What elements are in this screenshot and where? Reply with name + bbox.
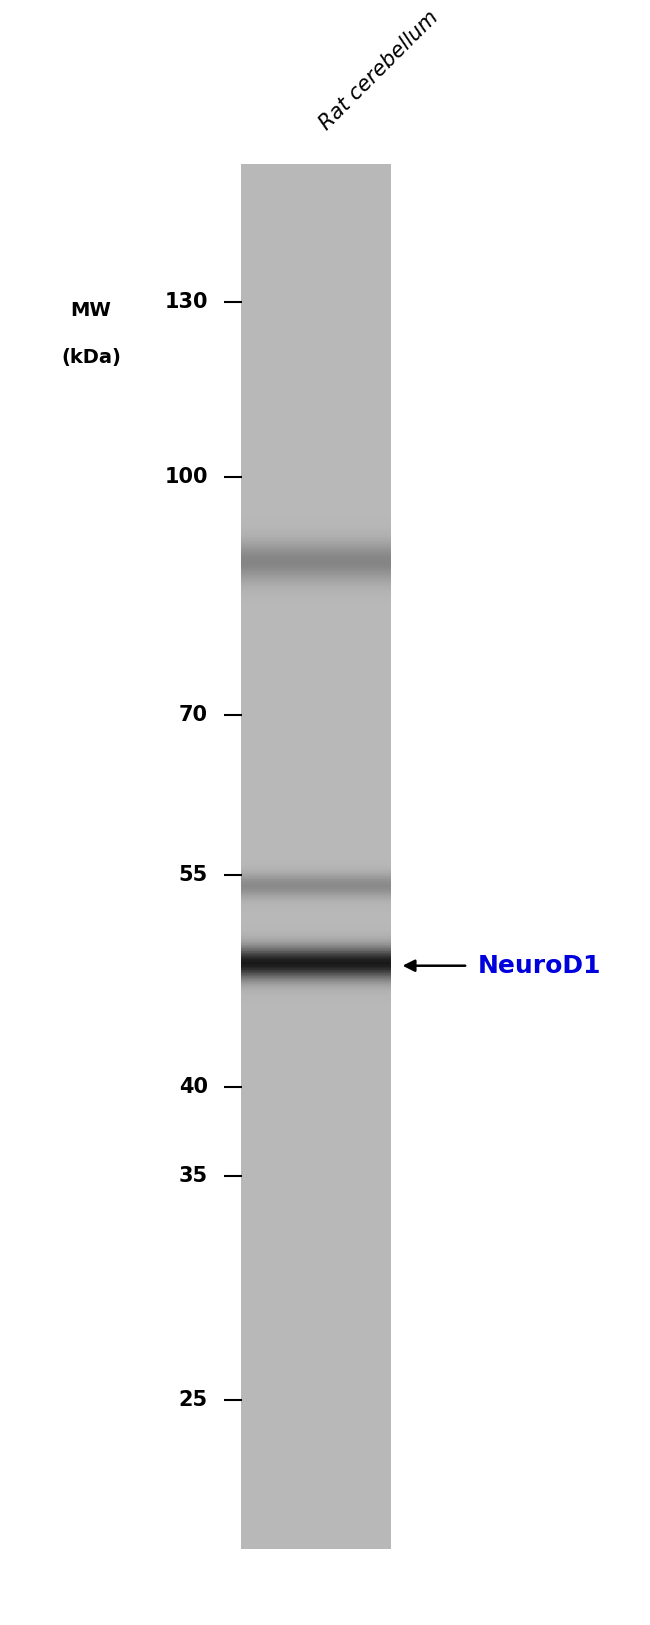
Text: 130: 130: [164, 292, 208, 312]
Text: 40: 40: [179, 1077, 208, 1097]
Text: 55: 55: [179, 864, 208, 886]
Text: Rat cerebellum: Rat cerebellum: [315, 6, 442, 133]
Text: (kDa): (kDa): [61, 348, 121, 367]
Text: MW: MW: [71, 301, 111, 320]
Text: 35: 35: [179, 1167, 208, 1186]
Text: NeuroD1: NeuroD1: [478, 954, 601, 978]
Text: 25: 25: [179, 1389, 208, 1410]
Text: 100: 100: [164, 466, 208, 487]
Text: 70: 70: [179, 705, 208, 725]
